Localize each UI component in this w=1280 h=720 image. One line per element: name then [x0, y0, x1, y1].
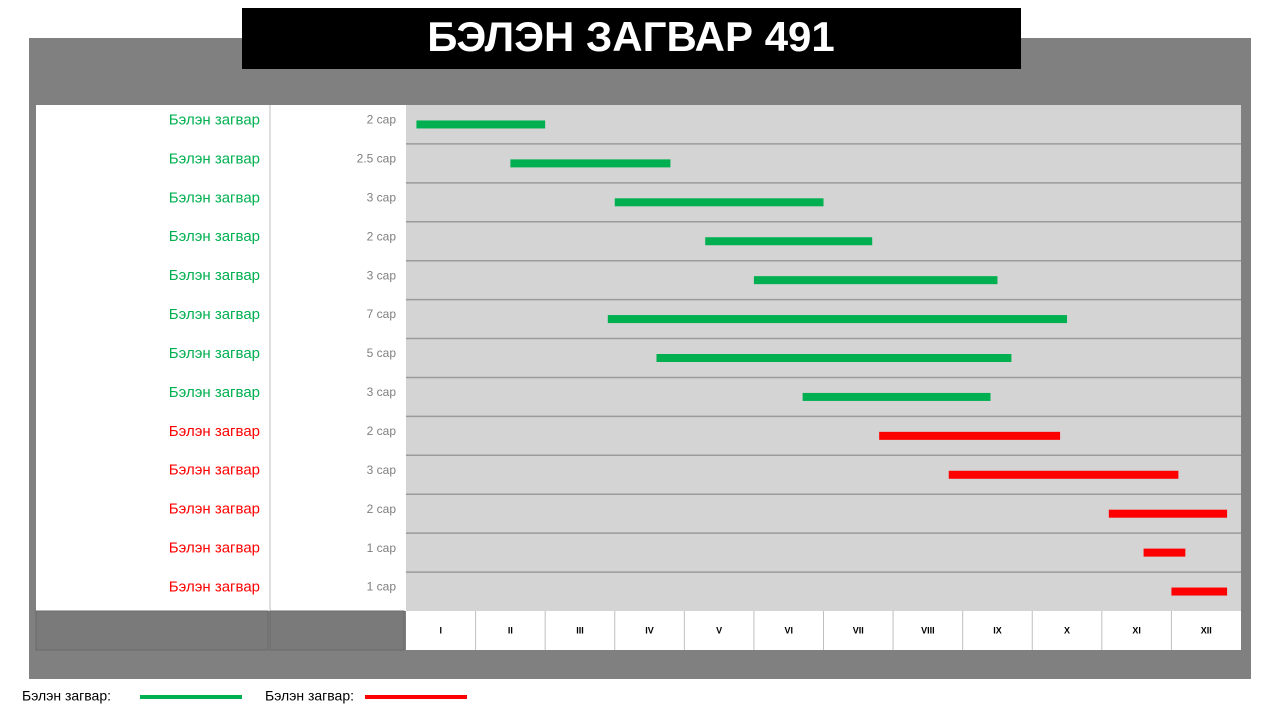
- row-label: Бэлэн загвар: [169, 111, 260, 128]
- duration-label: 5 сар: [367, 346, 397, 360]
- x-tick-label: VI: [784, 625, 793, 635]
- row-label: Бэлэн загвар: [169, 228, 260, 245]
- duration-label: 1 сар: [367, 580, 397, 594]
- duration-label: 1 сар: [367, 541, 397, 555]
- footer-cell: [269, 610, 405, 651]
- x-tick-label: VIII: [921, 625, 935, 635]
- row-label: Бэлэн загвар: [169, 189, 260, 206]
- footer-cell: [35, 610, 269, 651]
- bar: [802, 392, 991, 401]
- duration-label: 2.5 сар: [357, 152, 397, 166]
- row-label: Бэлэн загвар: [169, 384, 260, 401]
- x-tick-label: XI: [1132, 625, 1141, 635]
- legend-label: Бэлэн загвар:: [22, 688, 111, 704]
- duration-label: 3 сар: [367, 463, 397, 477]
- duration-label: 3 сар: [367, 190, 397, 204]
- bar: [607, 315, 1068, 324]
- x-tick-label: VII: [853, 625, 864, 635]
- bar: [948, 470, 1179, 479]
- bar: [1171, 587, 1228, 596]
- row-label: Бэлэн загвар: [169, 462, 260, 479]
- bar: [753, 276, 998, 285]
- bar: [705, 237, 873, 246]
- label-table: [36, 105, 406, 611]
- x-tick-label: V: [716, 625, 722, 635]
- row-label: Бэлэн загвар: [169, 423, 260, 440]
- bar: [656, 354, 1012, 362]
- duration-label: 7 сар: [367, 307, 397, 321]
- bar: [1108, 509, 1228, 518]
- duration-label: 3 сар: [367, 385, 397, 399]
- x-tick-label: I: [440, 625, 443, 635]
- duration-label: 3 сар: [367, 268, 397, 282]
- row-label: Бэлэн загвар: [169, 150, 260, 167]
- bar: [416, 120, 546, 129]
- x-tick-label: IV: [645, 625, 654, 635]
- bar: [879, 431, 1061, 440]
- duration-label: 2 сар: [367, 113, 397, 127]
- row-label: Бэлэн загвар: [169, 345, 260, 362]
- title-box: [242, 8, 1021, 69]
- row-label: Бэлэн загвар: [169, 579, 260, 596]
- row-label: Бэлэн загвар: [169, 540, 260, 557]
- duration-label: 2 сар: [367, 502, 397, 516]
- duration-label: 2 сар: [367, 229, 397, 243]
- row-label: Бэлэн загвар: [169, 501, 260, 518]
- duration-label: 2 сар: [367, 424, 397, 438]
- row-label: Бэлэн загвар: [169, 306, 260, 323]
- row-label: Бэлэн загвар: [169, 267, 260, 284]
- x-tick-label: XII: [1201, 625, 1212, 635]
- bar: [614, 198, 824, 207]
- bar: [510, 159, 671, 168]
- x-tick-label: X: [1064, 625, 1070, 635]
- x-tick-label: IX: [993, 625, 1002, 635]
- x-tick-label: II: [508, 625, 513, 635]
- chart-title: БЭЛЭН ЗАГВАР 491: [427, 13, 835, 60]
- legend-label: Бэлэн загвар:: [265, 688, 354, 704]
- bar: [1143, 548, 1186, 557]
- x-tick-label: III: [576, 625, 584, 635]
